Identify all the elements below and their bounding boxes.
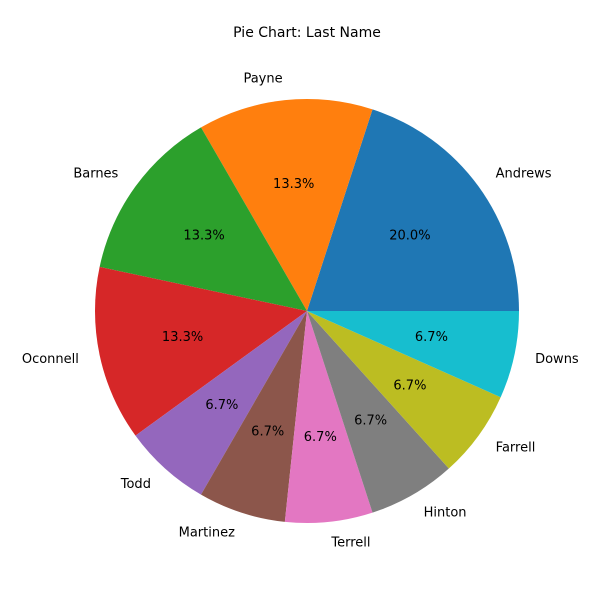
- pie-slice-andrews: [307, 109, 519, 311]
- percent-label-downs: 6.7%: [415, 330, 448, 345]
- percent-label-andrews: 20.0%: [389, 229, 430, 244]
- pie-slice-martinez: [201, 311, 307, 522]
- slice-label-oconnell: Oconnell: [22, 352, 79, 367]
- pie-slice-payne: [201, 99, 373, 312]
- slice-label-downs: Downs: [535, 352, 579, 367]
- pie-slice-barnes: [99, 127, 307, 311]
- slice-label-hinton: Hinton: [424, 505, 467, 520]
- pie-slice-hinton: [307, 311, 449, 513]
- pie-labels: Andrews 20.0% Payne 13.3% Barnes 13.3% Oconnel…: [22, 72, 579, 551]
- percent-label-farrell: 6.7%: [393, 378, 426, 393]
- slice-label-terrell: Terrell: [330, 535, 370, 550]
- percent-label-martinez: 6.7%: [251, 424, 284, 439]
- pie-slice-terrell: [284, 311, 373, 523]
- slice-label-barnes: Barnes: [73, 166, 118, 181]
- slice-label-todd: Todd: [120, 477, 151, 492]
- percent-label-payne: 13.3%: [273, 177, 314, 192]
- percent-label-hinton: 6.7%: [354, 414, 387, 429]
- percent-label-terrell: 6.7%: [304, 430, 337, 445]
- pie-slice-downs: [307, 311, 519, 398]
- slice-label-payne: Payne: [243, 72, 282, 87]
- slice-label-farrell: Farrell: [496, 441, 536, 456]
- pie-slice-oconnell: [94, 266, 307, 436]
- pie-slices: [94, 99, 519, 523]
- slice-label-martinez: Martinez: [179, 525, 235, 540]
- pie-slice-todd: [135, 311, 307, 495]
- slice-label-andrews: Andrews: [496, 166, 552, 181]
- chart-title: Pie Chart: Last Name: [233, 25, 381, 41]
- pie-slice-farrell: [307, 311, 501, 469]
- percent-label-todd: 6.7%: [205, 398, 238, 413]
- percent-label-oconnell: 13.3%: [162, 330, 203, 345]
- percent-label-barnes: 13.3%: [183, 229, 224, 244]
